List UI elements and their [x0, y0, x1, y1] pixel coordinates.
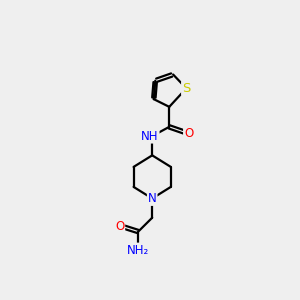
Text: N: N — [148, 192, 157, 205]
Text: S: S — [182, 82, 190, 95]
Text: NH₂: NH₂ — [127, 244, 149, 256]
Text: O: O — [184, 127, 193, 140]
Text: O: O — [115, 220, 124, 233]
Text: NH: NH — [141, 130, 159, 142]
